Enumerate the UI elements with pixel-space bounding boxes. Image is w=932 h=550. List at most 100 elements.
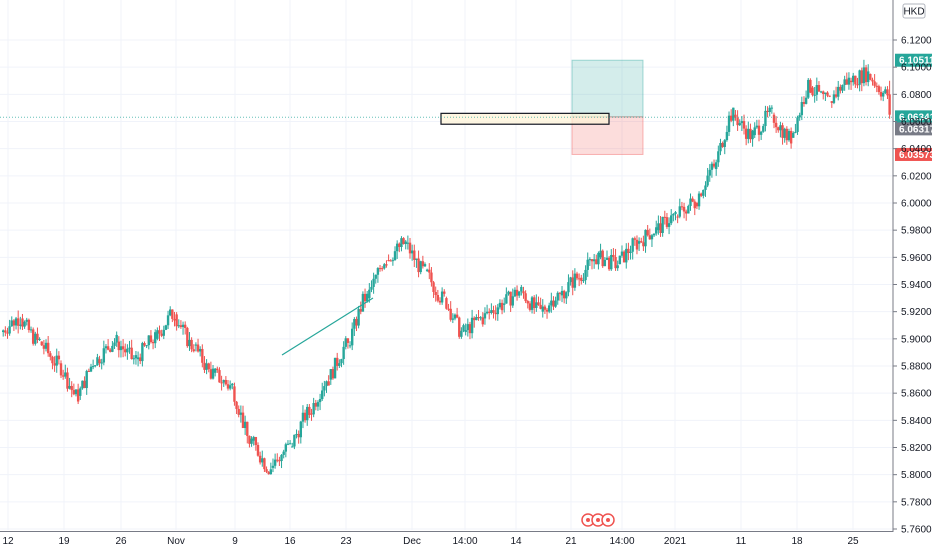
price-badge-last[interactable] [895, 122, 932, 136]
candle[interactable] [363, 288, 367, 308]
candle[interactable] [785, 126, 789, 145]
candle[interactable] [642, 235, 645, 252]
candle[interactable] [847, 72, 851, 90]
candle[interactable] [824, 92, 827, 101]
candle[interactable] [468, 321, 472, 340]
candle[interactable] [104, 344, 108, 354]
candle[interactable] [425, 268, 429, 273]
candle[interactable] [627, 242, 630, 261]
candle[interactable] [12, 319, 16, 331]
candle[interactable] [834, 86, 838, 99]
candle[interactable] [42, 339, 46, 355]
candle[interactable] [327, 375, 330, 386]
candle[interactable] [807, 78, 810, 99]
candle[interactable] [124, 343, 127, 357]
candle[interactable] [612, 248, 615, 262]
candle[interactable] [213, 367, 217, 377]
candle[interactable] [179, 320, 183, 329]
candle[interactable] [599, 243, 602, 260]
candle[interactable] [31, 327, 35, 346]
candle[interactable] [46, 335, 50, 357]
candle[interactable] [340, 358, 343, 368]
candle[interactable] [881, 90, 885, 102]
candle[interactable] [541, 299, 544, 318]
candle[interactable] [183, 321, 187, 335]
candle[interactable] [359, 301, 362, 315]
candle[interactable] [706, 167, 709, 188]
candle[interactable] [190, 337, 193, 353]
candle[interactable] [169, 306, 172, 317]
candle[interactable] [186, 326, 189, 348]
candle[interactable] [667, 217, 671, 235]
candle[interactable] [338, 359, 341, 368]
candle[interactable] [365, 291, 369, 303]
candle[interactable] [306, 404, 309, 426]
candle[interactable] [513, 287, 517, 298]
candle[interactable] [744, 125, 748, 146]
candle[interactable] [691, 196, 694, 203]
candle[interactable] [777, 126, 780, 133]
candle[interactable] [130, 339, 133, 360]
candle[interactable] [329, 368, 332, 385]
candle[interactable] [725, 125, 729, 142]
candle[interactable] [177, 319, 180, 329]
candle[interactable] [811, 85, 814, 97]
candle[interactable] [428, 263, 431, 280]
candle[interactable] [712, 159, 716, 169]
candle[interactable] [372, 272, 375, 294]
candle[interactable] [162, 325, 165, 340]
candle[interactable] [145, 344, 148, 349]
candle[interactable] [299, 420, 303, 444]
candle[interactable] [644, 229, 647, 253]
candle[interactable] [370, 280, 373, 293]
candle[interactable] [470, 309, 474, 339]
candle[interactable] [867, 64, 870, 87]
candle[interactable] [166, 310, 170, 330]
candle[interactable] [652, 233, 656, 237]
candle[interactable] [860, 67, 863, 92]
candle[interactable] [792, 131, 795, 138]
support-trendline[interactable] [281, 297, 374, 356]
candle[interactable] [53, 356, 56, 372]
candle[interactable] [640, 237, 643, 244]
candle[interactable] [447, 303, 450, 312]
candle[interactable] [740, 116, 744, 132]
candle[interactable] [353, 317, 356, 337]
candle[interactable] [832, 90, 836, 105]
candle[interactable] [558, 292, 562, 301]
candle[interactable] [395, 240, 399, 259]
candle[interactable] [877, 84, 881, 95]
candle[interactable] [466, 318, 470, 337]
candle[interactable] [38, 337, 41, 341]
candle[interactable] [886, 86, 889, 99]
candle[interactable] [584, 265, 587, 285]
candle[interactable] [87, 368, 91, 372]
candle[interactable] [291, 442, 294, 448]
candle[interactable] [211, 364, 215, 380]
candle[interactable] [423, 262, 427, 268]
candle[interactable] [205, 359, 208, 375]
candle[interactable] [316, 400, 320, 411]
price-badge-entry[interactable] [895, 110, 932, 124]
candle[interactable] [592, 253, 596, 269]
candle[interactable] [81, 380, 84, 390]
candle[interactable] [524, 290, 527, 304]
candle[interactable] [404, 239, 407, 250]
candle[interactable] [402, 237, 405, 245]
candle[interactable] [522, 286, 525, 299]
candle[interactable] [216, 366, 219, 373]
candle[interactable] [419, 260, 422, 275]
candle[interactable] [449, 301, 452, 322]
candle[interactable] [393, 246, 397, 261]
candle[interactable] [729, 109, 733, 123]
candle[interactable] [779, 121, 782, 138]
candle[interactable] [483, 307, 487, 325]
candle[interactable] [646, 225, 649, 237]
candle[interactable] [23, 320, 26, 329]
candle[interactable] [723, 139, 726, 155]
candle[interactable] [884, 86, 887, 94]
candle[interactable] [331, 366, 335, 380]
candle[interactable] [492, 305, 495, 319]
candle[interactable] [659, 216, 662, 237]
candle[interactable] [661, 216, 664, 237]
